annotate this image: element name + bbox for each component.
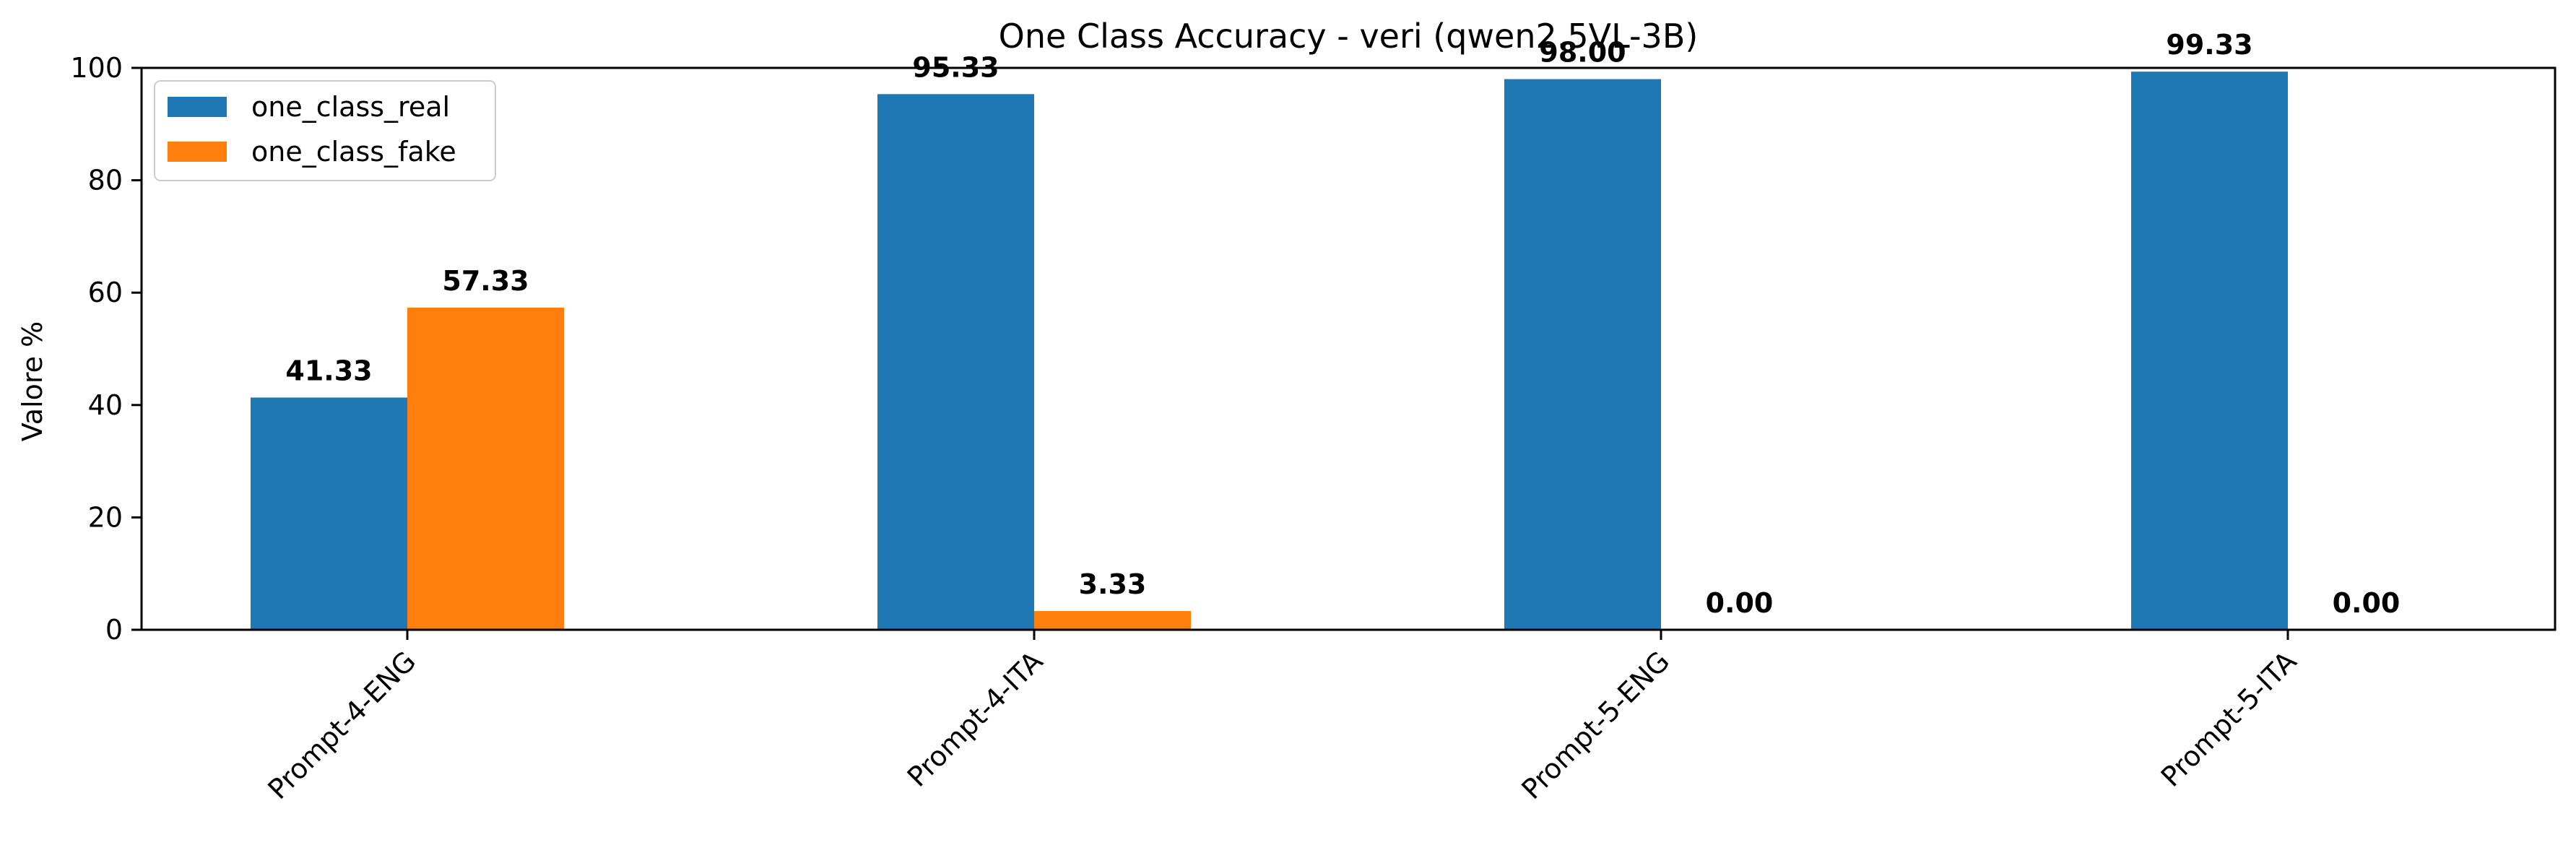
bar-one-class-real-prompt-5-eng xyxy=(1504,79,1661,630)
data-label-one-class-real-prompt-5-ita: 99.33 xyxy=(2166,29,2252,61)
bar-one-class-real-prompt-4-eng xyxy=(251,397,407,630)
y-tick-label: 40 xyxy=(88,389,123,421)
y-tick-label: 80 xyxy=(88,165,123,196)
x-tick-label-prompt-4-eng: Prompt-4-ENG xyxy=(261,645,422,805)
plot-frame xyxy=(140,66,2557,631)
legend-swatch-real xyxy=(168,97,227,117)
data-label-one-class-fake-prompt-4-eng: 57.33 xyxy=(442,265,529,297)
data-label-one-class-real-prompt-4-eng: 41.33 xyxy=(285,355,372,386)
y-tick-label: 60 xyxy=(88,277,123,308)
x-tick-label-prompt-4-ita: Prompt-4-ITA xyxy=(901,645,1049,793)
chart-title: One Class Accuracy - veri (qwen2.5VL-3B) xyxy=(999,17,1699,56)
bars-group xyxy=(251,72,2288,630)
y-tick-label: 20 xyxy=(88,501,123,533)
data-label-one-class-fake-prompt-4-ita: 3.33 xyxy=(1079,568,1147,600)
x-tick-label-prompt-5-ita: Prompt-5-ITA xyxy=(2155,645,2303,793)
y-tick-label: 0 xyxy=(105,614,123,646)
legend-label-fake: one_class_fake xyxy=(251,136,456,168)
legend: one_class_real one_class_fake xyxy=(154,80,496,181)
x-ticks-group: Prompt-4-ENG Prompt-4-ITA Prompt-5-ENG Prom… xyxy=(261,630,2302,805)
legend-box xyxy=(154,80,496,181)
x-tick-label-prompt-5-eng: Prompt-5-ENG xyxy=(1515,645,1675,805)
legend-swatch-fake xyxy=(168,142,227,162)
bar-one-class-fake-prompt-4-eng xyxy=(407,307,564,630)
data-label-one-class-fake-prompt-5-eng: 0.00 xyxy=(1706,587,1774,619)
data-label-one-class-real-prompt-5-eng: 98.00 xyxy=(1539,37,1626,69)
y-ticks-group: 0 20 40 60 80 100 xyxy=(70,52,142,646)
y-tick-label: 100 xyxy=(70,52,123,84)
bar-one-class-fake-prompt-4-ita xyxy=(1034,611,1191,630)
bar-one-class-real-prompt-5-ita xyxy=(2131,72,2288,630)
bar-one-class-real-prompt-4-ita xyxy=(877,94,1034,630)
legend-label-real: one_class_real xyxy=(251,91,450,123)
y-axis-label: Valore % xyxy=(17,321,48,442)
data-label-one-class-fake-prompt-5-ita: 0.00 xyxy=(2333,587,2401,619)
